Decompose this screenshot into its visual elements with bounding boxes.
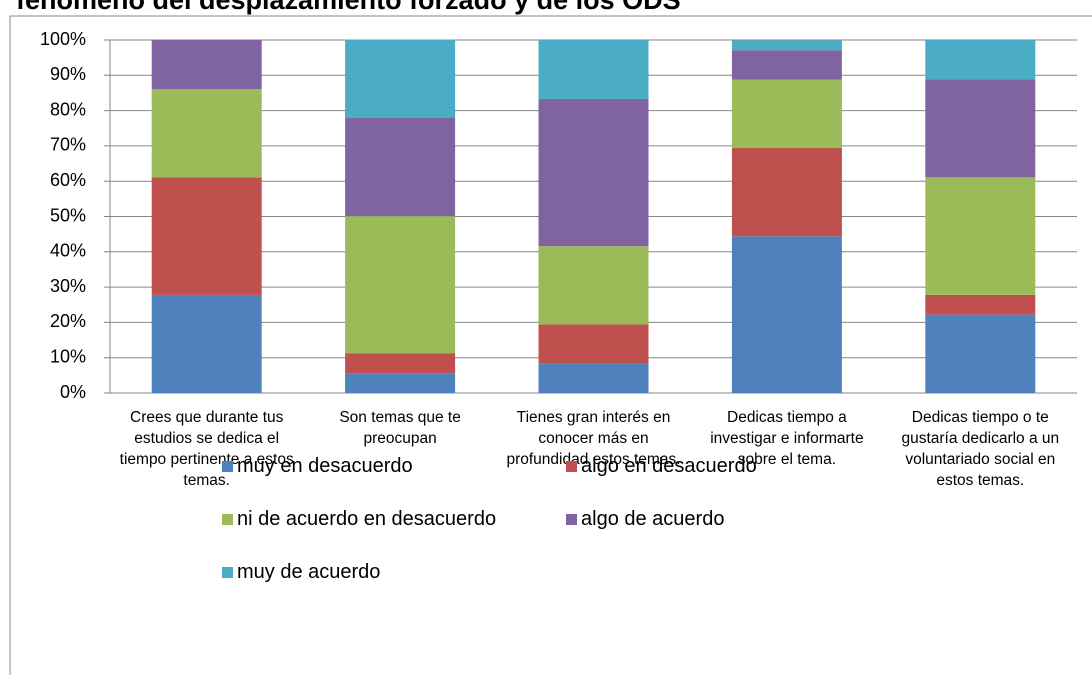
bar-segment [731, 50, 842, 80]
bar-segment [538, 363, 649, 393]
legend-label: ni de acuerdo en desacuerdo [237, 508, 497, 530]
y-tick-label: 80% [50, 99, 86, 119]
legend-item: algo de acuerdo [566, 508, 724, 531]
bar-segment [538, 324, 649, 364]
legend-label: muy de acuerdo [237, 561, 381, 583]
x-tick-label: Son temas que te preocupan [339, 409, 461, 447]
bar-segment [345, 353, 456, 374]
bar-segment [731, 79, 842, 149]
chart-title: fenómeno del desplazamiento forzado y de… [16, 0, 681, 15]
bar-segment [731, 148, 842, 237]
bar-segment [345, 39, 456, 119]
legend-label: algo de acuerdo [581, 508, 725, 530]
y-tick-label: 30% [50, 276, 86, 296]
legend-swatch [566, 461, 577, 472]
bar-segment [538, 98, 649, 247]
bar-segment [731, 236, 842, 393]
x-tick-label: Crees que durante tus estudios se dedica… [119, 409, 294, 489]
bar-segment [538, 40, 649, 99]
bar-segment [925, 79, 1036, 178]
y-tick-label: 70% [50, 135, 86, 155]
x-tick-label: Dedicas tiempo o te gustaría dedicarlo a… [901, 409, 1060, 489]
y-tick-label: 50% [50, 205, 86, 225]
bar-segment [151, 89, 262, 178]
y-tick-label: 20% [50, 311, 86, 331]
bar-segment [925, 40, 1036, 80]
bar-segment [151, 177, 262, 295]
bar-segment [925, 314, 1036, 393]
bar-segment [345, 118, 456, 217]
bar-segment [345, 216, 456, 354]
legend-item: muy de acuerdo [222, 561, 380, 584]
x-tick-label: Tienes gran interés en conocer más en pr… [506, 409, 681, 468]
legend-swatch [222, 461, 233, 472]
legend-item: muy en desacuerdo [222, 455, 413, 478]
bar-segment [925, 177, 1036, 295]
y-tick-label: 90% [50, 64, 86, 84]
y-tick-label: 40% [50, 241, 86, 261]
x-tick-label: Dedicas tiempo a investigar e informarte… [710, 409, 864, 468]
bar-segment [151, 294, 262, 393]
legend-item: algo en desacuerdo [566, 455, 757, 478]
legend-swatch [222, 514, 233, 525]
y-tick-label: 0% [60, 382, 86, 402]
legend-label: muy en desacuerdo [237, 455, 413, 477]
y-tick-label: 60% [50, 170, 86, 190]
bar-segment [151, 40, 262, 90]
bar-segment [731, 40, 842, 51]
legend-item: ni de acuerdo en desacuerdo [222, 508, 496, 531]
y-tick-label: 100% [40, 29, 86, 49]
y-tick-label: 10% [50, 346, 86, 366]
bar-segment [345, 373, 456, 393]
legend-label: algo en desacuerdo [581, 455, 757, 477]
bar-segment [925, 294, 1036, 315]
legend-swatch [566, 514, 577, 525]
bar-segment [538, 246, 649, 325]
chart-border [9, 15, 1092, 675]
legend-swatch [222, 567, 233, 578]
